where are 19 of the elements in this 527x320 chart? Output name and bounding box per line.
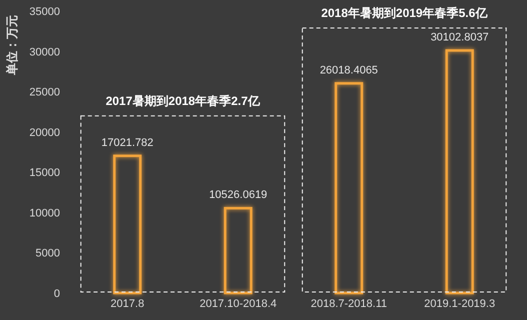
data-label: 30102.8037 [430, 31, 489, 44]
y-tick-label: 30000 [29, 46, 60, 58]
y-tick-label: 0 [54, 288, 60, 300]
y-tick-label: 5000 [36, 248, 60, 260]
annotation: 2017暑期到2018年春季2.7亿 [106, 94, 261, 108]
y-tick-label: 25000 [29, 86, 60, 99]
x-tick-label: 2017.10-2018.4 [200, 298, 277, 310]
y-axis-title: 单位：万元 [5, 14, 19, 76]
x-tick-label: 2018.7-2018.11 [310, 298, 388, 310]
x-tick-label: 2019.1-2019.3 [424, 298, 496, 310]
annotation: 2018年暑期到2019年春季5.6亿 [321, 6, 488, 20]
data-label: 26018.4065 [320, 64, 378, 76]
y-tick-label: 20000 [29, 126, 60, 139]
y-tick-label: 35000 [29, 6, 60, 18]
data-label: 10526.0619 [209, 189, 268, 202]
x-tick-label: 2017.8 [110, 298, 144, 310]
y-tick-label: 15000 [29, 167, 60, 180]
y-tick-label: 10000 [29, 207, 60, 220]
data-label: 17021.782 [101, 136, 154, 149]
